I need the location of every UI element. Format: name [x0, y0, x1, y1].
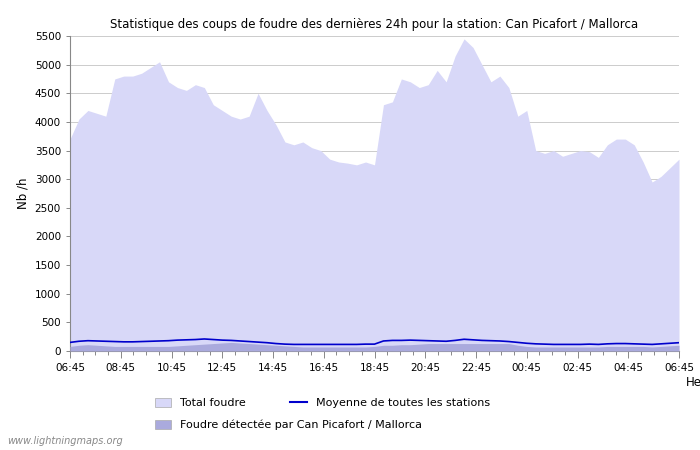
Title: Statistique des coups de foudre des dernières 24h pour la station: Can Picafort : Statistique des coups de foudre des dern… — [111, 18, 638, 31]
Legend: Foudre détectée par Can Picafort / Mallorca: Foudre détectée par Can Picafort / Mallo… — [155, 419, 422, 430]
Text: Heure: Heure — [686, 376, 700, 389]
Text: www.lightningmaps.org: www.lightningmaps.org — [7, 436, 122, 446]
Y-axis label: Nb /h: Nb /h — [16, 178, 29, 209]
